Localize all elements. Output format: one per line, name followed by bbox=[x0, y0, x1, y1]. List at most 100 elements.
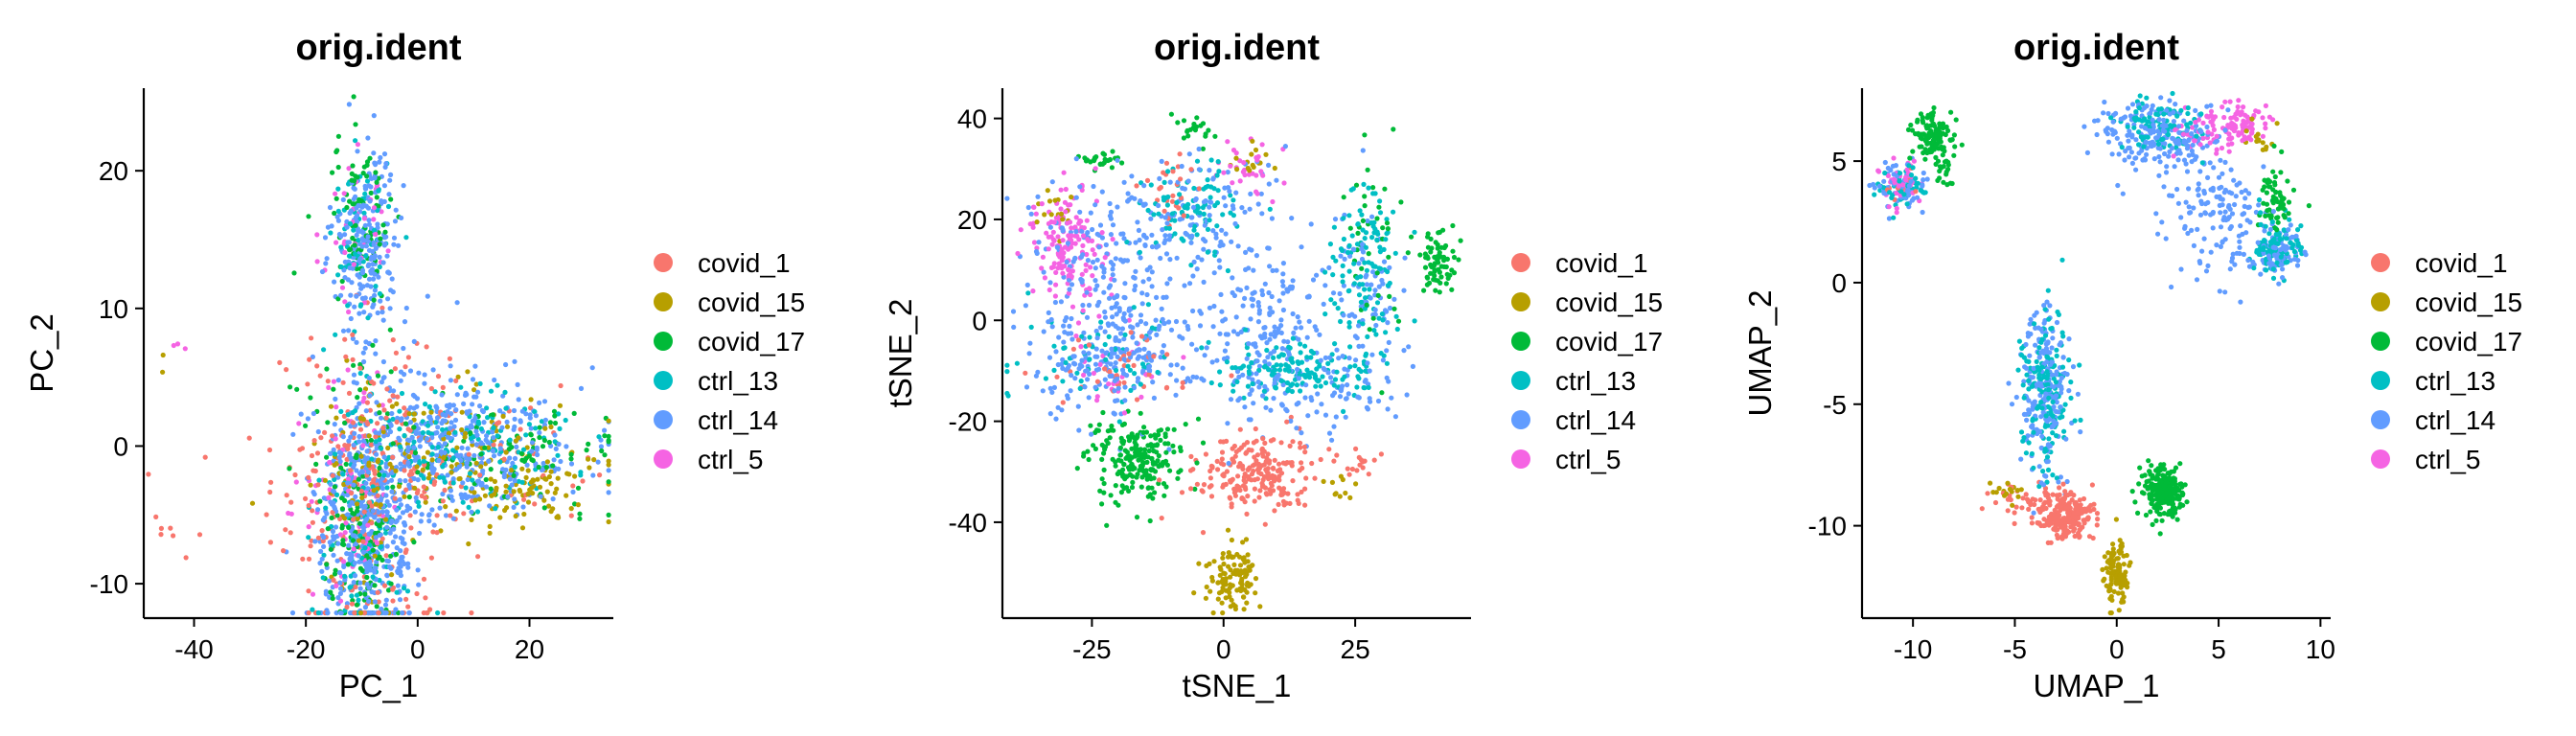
point-ctrl_14 bbox=[1284, 408, 1290, 414]
point-covid_1 bbox=[340, 380, 346, 385]
point-ctrl_13 bbox=[1183, 203, 1188, 209]
point-ctrl_14 bbox=[361, 310, 367, 315]
point-ctrl_14 bbox=[376, 518, 381, 523]
point-ctrl_14 bbox=[529, 448, 535, 454]
point-covid_17 bbox=[1428, 249, 1434, 255]
point-covid_17 bbox=[1151, 475, 1157, 481]
point-covid_17 bbox=[1385, 226, 1391, 232]
point-covid_17 bbox=[377, 472, 382, 478]
point-ctrl_5 bbox=[1050, 237, 1056, 242]
point-ctrl_13 bbox=[1205, 177, 1210, 183]
point-ctrl_14 bbox=[524, 462, 530, 468]
point-ctrl_5 bbox=[1102, 255, 1108, 261]
point-ctrl_13 bbox=[332, 476, 337, 482]
point-ctrl_14 bbox=[1282, 144, 1288, 150]
point-covid_17 bbox=[1127, 472, 1134, 477]
point-covid_1 bbox=[168, 525, 173, 531]
point-covid_15 bbox=[586, 465, 592, 471]
point-ctrl_14 bbox=[448, 488, 453, 494]
point-ctrl_14 bbox=[1368, 399, 1373, 404]
point-ctrl_14 bbox=[374, 559, 380, 565]
point-ctrl_14 bbox=[1113, 334, 1118, 340]
point-ctrl_14 bbox=[484, 433, 490, 439]
point-ctrl_5 bbox=[1018, 227, 1024, 233]
point-covid_15 bbox=[1234, 167, 1240, 172]
point-covid_15 bbox=[1211, 559, 1217, 564]
point-ctrl_14 bbox=[1116, 308, 1122, 313]
point-ctrl_14 bbox=[1136, 227, 1141, 233]
point-ctrl_5 bbox=[2214, 150, 2220, 156]
point-ctrl_13 bbox=[1230, 388, 1236, 394]
point-ctrl_13 bbox=[338, 264, 344, 270]
point-ctrl_13 bbox=[1332, 301, 1338, 307]
point-ctrl_14 bbox=[362, 222, 368, 228]
point-ctrl_13 bbox=[1384, 231, 1390, 237]
point-covid_1 bbox=[424, 344, 429, 350]
point-covid_17 bbox=[1129, 466, 1135, 472]
point-ctrl_14 bbox=[422, 380, 427, 386]
point-covid_1 bbox=[1178, 176, 1184, 182]
point-ctrl_14 bbox=[540, 460, 546, 467]
point-ctrl_13 bbox=[1354, 275, 1360, 281]
point-covid_17 bbox=[388, 196, 394, 202]
point-ctrl_5 bbox=[326, 494, 332, 501]
point-ctrl_14 bbox=[1229, 239, 1234, 244]
point-ctrl_14 bbox=[374, 446, 380, 451]
point-ctrl_5 bbox=[1259, 142, 1265, 148]
point-covid_17 bbox=[1124, 449, 1130, 455]
point-ctrl_13 bbox=[485, 415, 491, 421]
point-ctrl_13 bbox=[1383, 237, 1389, 242]
point-ctrl_13 bbox=[1340, 279, 1346, 285]
point-ctrl_13 bbox=[1346, 213, 1352, 218]
point-covid_15 bbox=[591, 457, 597, 463]
point-ctrl_13 bbox=[316, 477, 322, 483]
point-covid_1 bbox=[330, 510, 335, 516]
point-covid_17 bbox=[343, 461, 349, 467]
point-ctrl_14 bbox=[1122, 398, 1128, 403]
point-ctrl_13 bbox=[476, 421, 482, 426]
point-ctrl_14 bbox=[1271, 349, 1276, 355]
point-ctrl_14 bbox=[1271, 396, 1276, 402]
point-covid_1 bbox=[1094, 379, 1100, 384]
point-ctrl_14 bbox=[448, 494, 454, 499]
point-ctrl_14 bbox=[449, 497, 455, 503]
point-ctrl_14 bbox=[1158, 355, 1163, 360]
point-ctrl_14 bbox=[440, 418, 446, 424]
point-covid_1 bbox=[407, 513, 413, 518]
point-ctrl_14 bbox=[1189, 341, 1195, 347]
point-covid_1 bbox=[317, 373, 323, 379]
point-ctrl_14 bbox=[1154, 332, 1160, 337]
point-covid_17 bbox=[374, 604, 380, 610]
point-ctrl_14 bbox=[1267, 264, 1273, 269]
point-covid_17 bbox=[1132, 436, 1138, 442]
point-covid_1 bbox=[369, 503, 375, 509]
legend-label: ctrl_14 bbox=[698, 405, 778, 435]
point-ctrl_13 bbox=[1377, 198, 1383, 204]
legend-label: covid_15 bbox=[698, 288, 805, 317]
point-covid_1 bbox=[1268, 491, 1274, 496]
point-ctrl_14 bbox=[1070, 336, 1075, 342]
point-covid_15 bbox=[1337, 494, 1343, 499]
point-ctrl_14 bbox=[398, 502, 403, 508]
point-ctrl_13 bbox=[1346, 268, 1352, 274]
point-covid_17 bbox=[530, 457, 536, 464]
point-covid_15 bbox=[366, 463, 372, 469]
point-ctrl_14 bbox=[345, 480, 351, 486]
point-ctrl_14 bbox=[387, 306, 393, 311]
point-ctrl_14 bbox=[348, 434, 354, 440]
point-ctrl_14 bbox=[445, 434, 450, 440]
point-ctrl_14 bbox=[1160, 349, 1165, 355]
point-ctrl_14 bbox=[366, 598, 372, 605]
point-ctrl_14 bbox=[515, 381, 520, 387]
point-ctrl_14 bbox=[367, 198, 373, 204]
point-ctrl_14 bbox=[336, 454, 342, 460]
point-ctrl_14 bbox=[1141, 233, 1147, 239]
point-ctrl_13 bbox=[1331, 382, 1337, 388]
point-covid_17 bbox=[1149, 455, 1155, 462]
y-tick-label: -10 bbox=[90, 569, 128, 599]
point-ctrl_13 bbox=[1106, 334, 1112, 339]
point-covid_15 bbox=[472, 497, 478, 503]
point-ctrl_14 bbox=[1090, 226, 1095, 233]
point-ctrl_14 bbox=[1131, 385, 1137, 391]
point-ctrl_14 bbox=[1113, 256, 1118, 262]
